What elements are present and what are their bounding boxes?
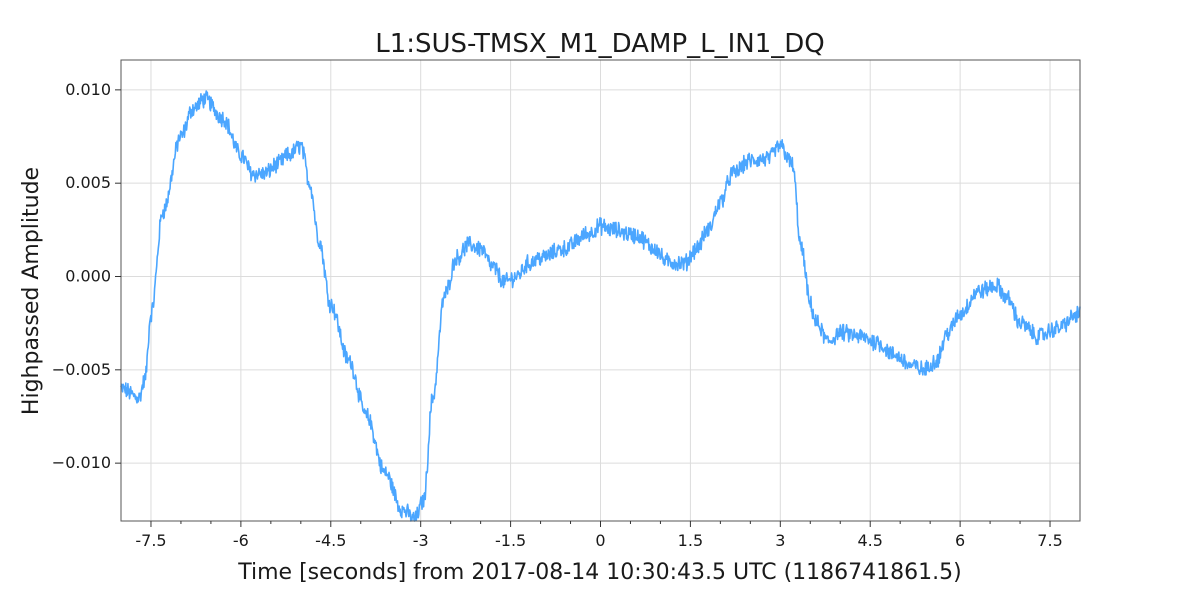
x-tick-label: 6 [955, 531, 965, 550]
y-tick-label: 0.010 [65, 80, 111, 99]
chart-title: L1:SUS-TMSX_M1_DAMP_L_IN1_DQ [375, 29, 825, 59]
y-axis-label: Highpassed Amplitude [19, 167, 44, 415]
y-tick-label: 0.000 [65, 267, 111, 286]
x-tick-label: 1.5 [678, 531, 703, 550]
y-tick-label: 0.005 [65, 173, 111, 192]
series-line [120, 90, 1081, 522]
tick-layer: -7.5 -6 -4.5 -3 -1.5 0 1.5 3 4.5 6 7.5 0.010 0.005 0.… [52, 80, 1063, 550]
x-tick-label: -1.5 [495, 531, 526, 550]
x-tick-label: 7.5 [1037, 531, 1062, 550]
x-tick-label: 3 [775, 531, 785, 550]
x-tick-label: 0 [595, 531, 605, 550]
series-layer [120, 90, 1081, 522]
y-tick-label: −0.010 [52, 453, 111, 472]
x-axis-label: Time [seconds] from 2017-08-14 10:30:43.… [237, 560, 961, 585]
grid-layer [121, 60, 1080, 521]
x-tick-label: -3 [413, 531, 429, 550]
y-tick-label: −0.005 [52, 360, 111, 379]
x-tick-label: 4.5 [857, 531, 882, 550]
x-tick-label: -4.5 [315, 531, 346, 550]
x-tick-label: -6 [233, 531, 249, 550]
x-tick-label: -7.5 [135, 531, 166, 550]
